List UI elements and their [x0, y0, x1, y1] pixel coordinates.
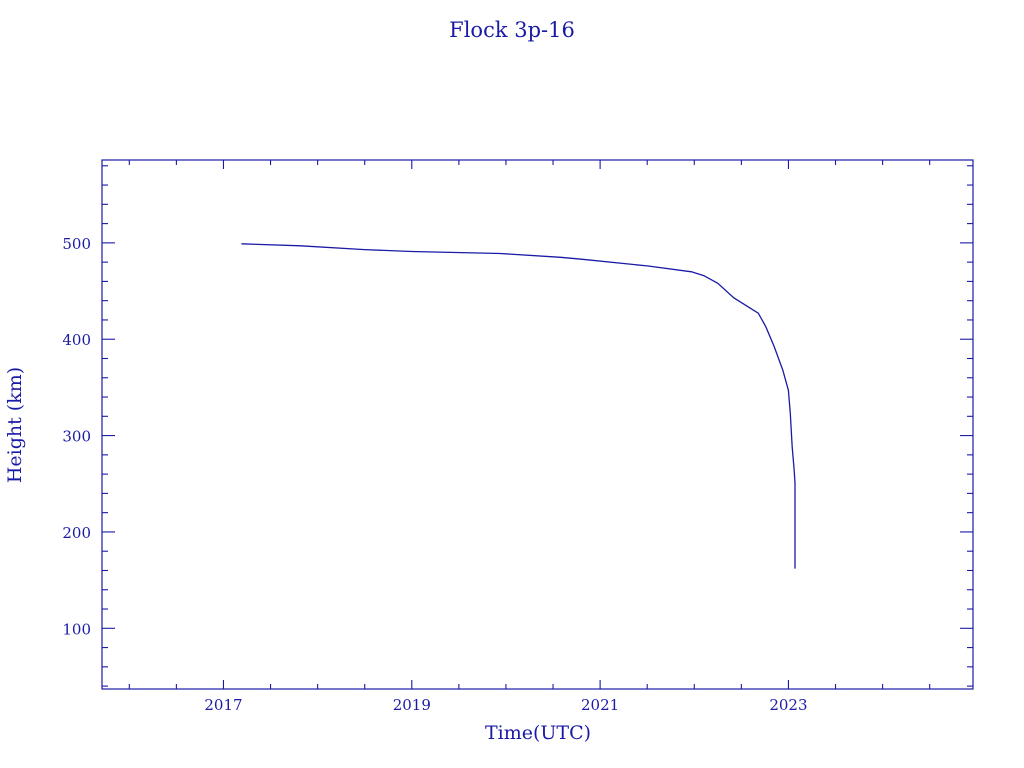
y-tick-label: 500	[62, 235, 91, 253]
x-axis-label: Time(UTC)	[485, 722, 591, 744]
y-tick-labels: 100 200 300 400 500	[62, 235, 91, 638]
y-axis-label: Height (km)	[4, 367, 26, 483]
axis-ticks	[102, 160, 973, 689]
x-tick-label: 2023	[769, 696, 807, 714]
y-tick-label: 300	[62, 428, 91, 446]
x-tick-label: 2019	[393, 696, 431, 714]
x-tick-label: 2021	[581, 696, 619, 714]
series-line	[241, 243, 796, 569]
x-tick-label: 2017	[204, 696, 242, 714]
chart-title: Flock 3p-16	[449, 18, 575, 42]
y-tick-label: 400	[62, 331, 91, 349]
y-tick-label: 200	[62, 524, 91, 542]
x-tick-labels: 2017 2019 2021 2023	[204, 696, 807, 714]
y-tick-label: 100	[62, 620, 91, 638]
plot-frame	[101, 159, 974, 690]
